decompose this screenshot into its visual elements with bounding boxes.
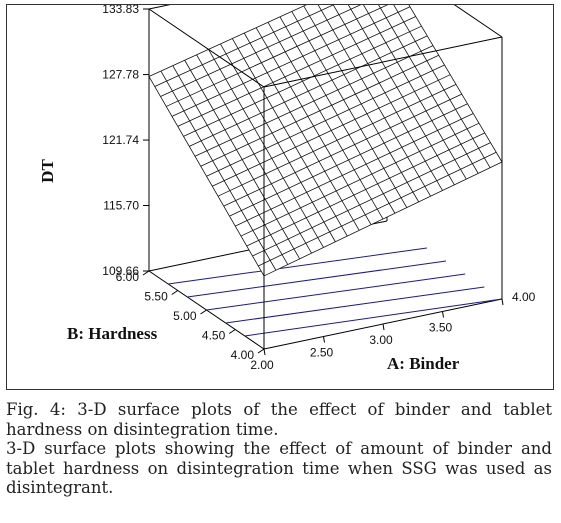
y-axis-title: B: Hardness <box>67 324 158 343</box>
x-tick-label: 4.00 <box>512 290 536 304</box>
surface-grid-line <box>171 6 411 117</box>
floor-contour <box>187 260 447 298</box>
x-tick-mark <box>501 298 504 306</box>
surface-grid-line <box>375 0 479 174</box>
figure-frame: 109.66 115.70 121.74 127.78 133.83 4.00 4.50 5.… <box>6 0 554 390</box>
response-surface <box>148 0 503 277</box>
y-tick-label: 4.50 <box>202 329 226 343</box>
x-tick-mark <box>263 348 266 356</box>
y-tick-label: 5.50 <box>144 290 168 304</box>
surface-grid-line <box>291 11 408 208</box>
surface-grid-line <box>360 0 467 180</box>
z-tick-label: 121.74 <box>102 133 139 147</box>
x-tick-label: 3.00 <box>369 333 393 347</box>
y-tick-mark <box>257 348 265 354</box>
box-edge-front-top <box>263 36 503 88</box>
y-tick-mark <box>228 329 236 334</box>
box-edge-top-left <box>148 8 265 88</box>
box-edge-top-right <box>446 0 503 38</box>
surface-grid-line <box>160 0 372 97</box>
x-tick-mark <box>323 336 325 343</box>
floor-contour <box>225 286 485 324</box>
surface-grid-line <box>303 5 420 203</box>
z-tick-label: 115.70 <box>103 199 139 213</box>
surface-grid-line <box>177 16 416 127</box>
x-tick-mark <box>442 311 444 318</box>
z-axis-title: DT <box>38 159 57 183</box>
surface-grid-line <box>329 0 443 191</box>
plot-floor <box>148 247 503 350</box>
z-tick-label: 127.78 <box>102 68 139 82</box>
figure-caption: Fig. 4: 3-D surface plots of the effect … <box>6 400 552 498</box>
y-tick-label: 5.00 <box>173 309 197 323</box>
y-tick-label: 4.00 <box>231 348 255 362</box>
x-tick-mark <box>382 323 385 331</box>
x-tick-label: 3.50 <box>429 321 453 335</box>
surface-grid-line <box>154 0 345 87</box>
caption-description: 3-D surface plots showing the effect of … <box>6 439 552 497</box>
z-tick-label: 133.83 <box>102 5 139 16</box>
y-tick-mark <box>171 290 179 295</box>
surface-plot: 109.66 115.70 121.74 127.78 133.83 4.00 4.50 5.… <box>38 0 536 373</box>
x-tick-label: 2.00 <box>250 358 274 372</box>
surface-grid-line <box>200 54 439 167</box>
y-tick-label: 6.00 <box>116 270 140 284</box>
y-tick-mark <box>142 270 150 276</box>
surface-grid-line <box>183 25 422 137</box>
axis-ticks: 109.66 115.70 121.74 127.78 133.83 4.00 4.50 5.… <box>102 2 536 372</box>
surface-grid-line <box>390 0 491 168</box>
surface-grid-line <box>315 0 431 197</box>
floor-contour <box>244 298 503 337</box>
floor-contour <box>168 247 427 285</box>
surface-grid-line <box>189 35 428 147</box>
z-tick-label: 109.66 <box>102 264 139 278</box>
plot-box-front <box>148 0 503 349</box>
x-axis-title: A: Binder <box>387 354 460 373</box>
surface-grid-line <box>148 0 318 77</box>
surface-grid-line <box>345 0 455 185</box>
floor-contour <box>206 273 466 311</box>
x-tick-label: 2.50 <box>310 346 334 360</box>
surface-grid-line <box>166 0 399 107</box>
y-tick-mark <box>200 309 207 315</box>
surface-grid-line <box>267 22 384 220</box>
caption-title: Fig. 4: 3-D surface plots of the effect … <box>6 400 552 439</box>
surface-grid-line <box>194 45 434 157</box>
surface-grid-line <box>279 16 396 214</box>
